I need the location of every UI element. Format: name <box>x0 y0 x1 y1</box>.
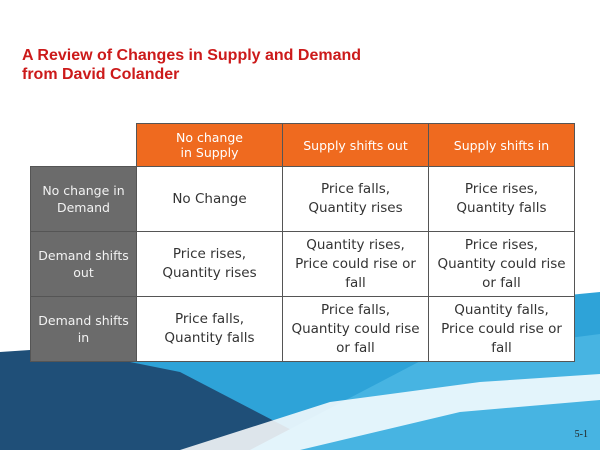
col-header-supply-shifts-in: Supply shifts in <box>428 123 575 167</box>
cell-line: fall <box>345 274 366 291</box>
table-cell: Price rises, Quantity rises <box>136 231 283 297</box>
cell-line: Quantity rises <box>162 265 257 281</box>
row-header-line: Demand <box>56 200 110 215</box>
col-header-line: Supply shifts in <box>453 137 550 153</box>
row-header-line: No change in <box>42 183 125 198</box>
col-header-line: in Supply <box>180 145 239 160</box>
row-header-line: in <box>77 330 90 345</box>
col-header-no-change-supply: No change in Supply <box>136 123 283 167</box>
row-header-no-change-demand: No change in Demand <box>30 166 137 232</box>
cell-line: Price falls, <box>320 181 391 197</box>
supply-demand-table: No change in Supply Supply shifts out Su… <box>30 123 575 362</box>
header-row: No change in Supply Supply shifts out Su… <box>30 123 575 167</box>
title-line-2: from David Colander <box>22 66 180 83</box>
row-header-demand-shifts-in: Demand shifts in <box>30 296 137 362</box>
row-header-line: Demand shifts <box>38 248 129 263</box>
row-header-line: Demand shifts <box>38 313 129 328</box>
background-white-band <box>180 374 600 450</box>
table-cell: Price rises, Quantity falls <box>428 166 575 232</box>
cell-line: Quantity could rise <box>437 255 566 272</box>
cell-line: or fall <box>336 339 375 356</box>
cell-line: Price could rise or <box>295 255 416 272</box>
table-row-demand-shifts-in: Demand shifts in Price falls, Quantity f… <box>30 296 575 362</box>
slide-title: A Review of Changes in Supply and Demand… <box>22 46 361 84</box>
cell-line: Price rises, <box>172 246 247 262</box>
cell-line: Quantity falls <box>456 200 547 216</box>
cell-line: Quantity falls <box>164 330 255 346</box>
col-header-line: No change <box>176 130 243 145</box>
table-row-no-change-demand: No change in Demand No Change Price fall… <box>30 166 575 232</box>
background-dark-blue-shape <box>0 348 330 450</box>
cell-line: Quantity rises, <box>306 236 405 253</box>
corner-cell <box>30 123 137 167</box>
cell-line: Price rises, <box>464 236 539 253</box>
cell-line: Price rises, <box>464 181 539 197</box>
table-cell: Price rises, Quantity could rise or fall <box>428 231 575 297</box>
cell-line: Price could rise or <box>441 320 562 337</box>
row-header-demand-shifts-out: Demand shifts out <box>30 231 137 297</box>
cell-line: Price falls, <box>174 311 245 327</box>
cell-line: Quantity rises <box>308 200 403 216</box>
cell-line: Quantity falls, <box>454 301 549 318</box>
table-cell: Price falls, Quantity could rise or fall <box>282 296 429 362</box>
cell-line: Price falls, <box>320 301 391 318</box>
page-number: 5-1 <box>574 429 588 440</box>
cell-line: Quantity could rise <box>291 320 420 337</box>
table-cell: Quantity falls, Price could rise or fall <box>428 296 575 362</box>
col-header-supply-shifts-out: Supply shifts out <box>282 123 429 167</box>
table-cell: Price falls, Quantity falls <box>136 296 283 362</box>
table-cell: Price falls, Quantity rises <box>282 166 429 232</box>
table-cell: No Change <box>136 166 283 232</box>
cell-line: or fall <box>482 274 521 291</box>
cell-line: fall <box>491 339 512 356</box>
cell-line: No Change <box>172 190 247 207</box>
table-cell: Quantity rises, Price could rise or fall <box>282 231 429 297</box>
table-row-demand-shifts-out: Demand shifts out Price rises, Quantity … <box>30 231 575 297</box>
title-line-1: A Review of Changes in Supply and Demand <box>22 47 362 64</box>
row-header-line: out <box>73 265 94 280</box>
col-header-line: Supply shifts out <box>303 137 408 153</box>
